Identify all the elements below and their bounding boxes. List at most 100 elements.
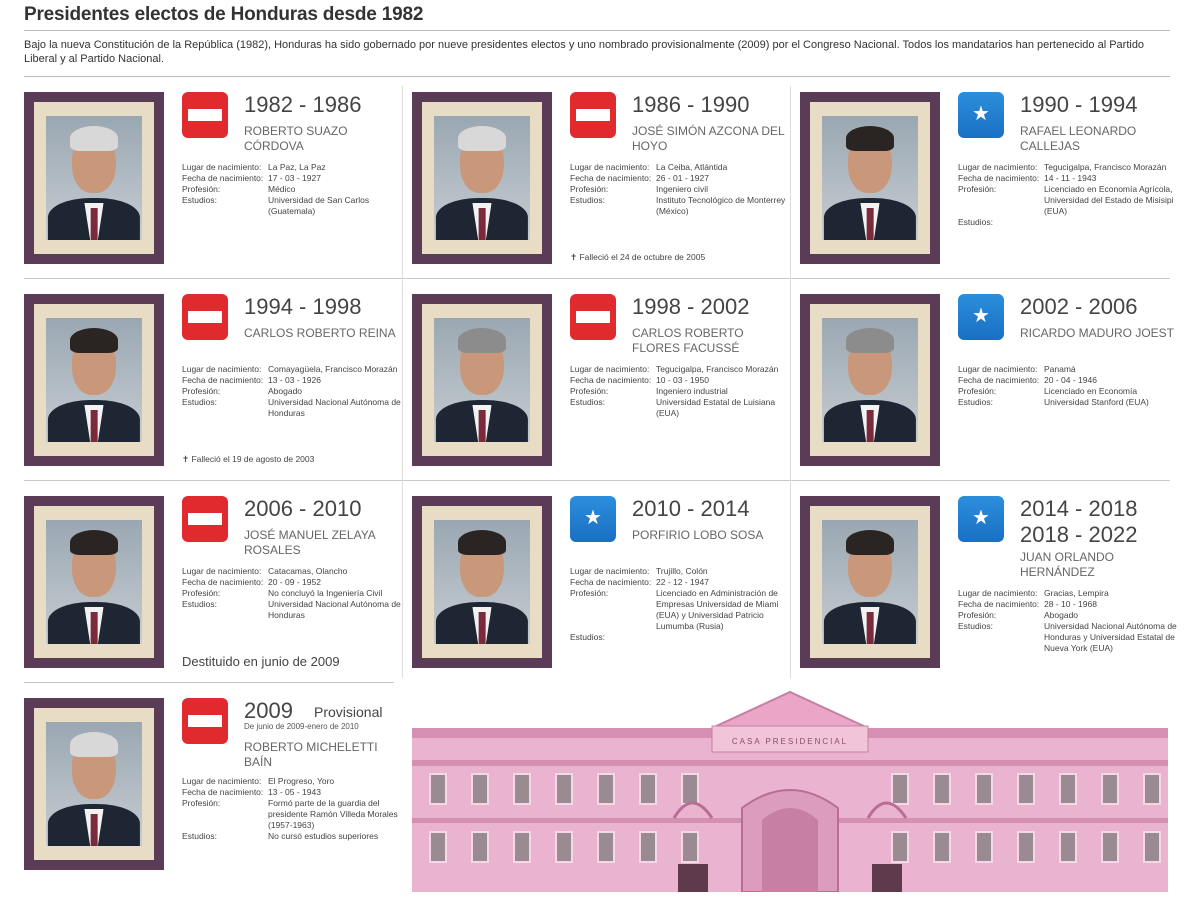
detail-value-studies: Instituto Tecnológico de Monterrey (Méxi…: [656, 195, 786, 216]
detail-label: Profesión:: [570, 386, 609, 396]
detail-value-studies: Universidad de San Carlos (Guatemala): [268, 195, 370, 216]
detail-label: Fecha de nacimiento:: [570, 375, 652, 385]
detail-value-birthplace: Comayagüela, Francisco Morazán: [268, 364, 398, 374]
president-card: 2006 - 2010 JOSÉ MANUEL ZELAYA ROSALES Lug…: [24, 496, 406, 688]
president-details: Lugar de nacimiento: Gracias, Lempira Fech…: [958, 588, 1182, 654]
partido-nacional-flag-icon: ★: [958, 294, 1004, 340]
president-portrait: [46, 116, 142, 240]
president-card: ★ 2014 - 2018 2018 - 2022 JUAN ORLANDO HERN…: [800, 496, 1182, 688]
detail-row: Profesión: Licenciado en Administración d…: [570, 588, 794, 632]
term-years: 1986 - 1990: [632, 92, 750, 117]
president-portrait: [46, 722, 142, 846]
detail-label: Fecha de nacimiento:: [958, 599, 1040, 609]
portrait-frame: [24, 294, 164, 466]
detail-row: Fecha de nacimiento: 26 - 01 - 1927: [570, 173, 794, 184]
provisional-period: De junio de 2009-enero de 2010: [244, 722, 359, 731]
detail-value-studies: [1044, 217, 1182, 228]
term-years: 1994 - 1998: [244, 294, 362, 319]
detail-value-birthdate: 20 - 09 - 1952: [268, 577, 321, 587]
term-years: 1990 - 1994: [1020, 92, 1138, 117]
president-note: ✝ Falleció el 24 de octubre de 2005: [570, 252, 706, 262]
detail-row: Profesión: Licenciado en Economía Agrícol…: [958, 184, 1182, 217]
detail-value-birthplace: Panamá: [1044, 364, 1076, 374]
building-window: [513, 773, 531, 805]
president-name: ROBERTO SUAZO CÓRDOVA: [244, 124, 348, 153]
detail-label: Estudios:: [958, 217, 993, 227]
detail-row: Fecha de nacimiento: 20 - 04 - 1946: [958, 375, 1182, 386]
detail-row: Profesión: Médico: [182, 184, 406, 195]
detail-label: Lugar de nacimiento:: [570, 364, 650, 374]
detail-value-studies: [656, 632, 794, 643]
detail-row: Profesión: Ingeniero industrial: [570, 386, 794, 397]
detail-value-birthplace: La Paz, La Paz: [268, 162, 326, 172]
detail-row: Lugar de nacimiento: Tegucigalpa, Francis…: [570, 364, 794, 375]
president-details: Lugar de nacimiento: Comayagüela, Francis…: [182, 364, 406, 419]
building-window: [1143, 773, 1161, 805]
president-name: CARLOS ROBERTO FLORES FACUSSÉ: [632, 326, 744, 355]
president-card: ★ 1990 - 1994 RAFAEL LEONARDO CALLEJAS Luga…: [800, 92, 1182, 284]
partido-nacional-flag-icon: ★: [958, 92, 1004, 138]
detail-row: Profesión: Licenciado en Economía: [958, 386, 1182, 397]
president-details: Lugar de nacimiento: La Ceiba, Atlántida F…: [570, 162, 794, 217]
term-years: 2009: [244, 698, 293, 723]
president-portrait: [46, 318, 142, 442]
detail-label: Profesión:: [182, 386, 221, 396]
detail-value-studies: Universidad Nacional Autónoma de Hondura…: [268, 599, 401, 620]
president-card: ★ 2002 - 2006 RICARDO MADURO JOEST Lugar de…: [800, 294, 1182, 486]
president-portrait: [822, 116, 918, 240]
president-name: RAFAEL LEONARDO CALLEJAS: [1020, 124, 1137, 153]
president-portrait: [46, 520, 142, 644]
detail-label: Fecha de nacimiento:: [958, 173, 1040, 183]
detail-row: Lugar de nacimiento: Panamá: [958, 364, 1182, 375]
detail-row: Fecha de nacimiento: 14 - 11 - 1943: [958, 173, 1182, 184]
detail-label: Fecha de nacimiento:: [182, 577, 264, 587]
portrait-frame: [24, 496, 164, 668]
building-window: [975, 831, 993, 863]
detail-label: Lugar de nacimiento:: [570, 566, 650, 576]
detail-value-birthdate: 28 - 10 - 1968: [1044, 599, 1097, 609]
intro-text: Bajo la nueva Constitución de la Repúbli…: [24, 39, 1145, 65]
detail-label: Profesión:: [570, 588, 609, 598]
detail-label: Profesión:: [182, 588, 221, 598]
building-window: [513, 831, 531, 863]
detail-label: Lugar de nacimiento:: [182, 566, 262, 576]
detail-value-studies: Universidad Nacional Autónoma de Hondura…: [1044, 621, 1177, 653]
building-window: [1143, 831, 1161, 863]
detail-row: Estudios:: [958, 217, 1182, 228]
president-note: ✝ Falleció el 19 de agosto de 2003: [182, 454, 315, 464]
building-window: [1101, 773, 1119, 805]
building-window: [681, 831, 699, 863]
detail-value-birthdate: 10 - 03 - 1950: [656, 375, 709, 385]
intro-divider: [24, 76, 1170, 77]
detail-label: Fecha de nacimiento:: [570, 577, 652, 587]
detail-value-birthdate: 20 - 04 - 1946: [1044, 375, 1097, 385]
detail-value-birthplace: La Ceiba, Atlántida: [656, 162, 728, 172]
president-name: JOSÉ MANUEL ZELAYA ROSALES: [244, 528, 376, 557]
president-name: RICARDO MADURO JOEST: [1020, 326, 1175, 340]
partido-liberal-flag-icon: [182, 294, 228, 340]
portrait-frame: [800, 496, 940, 668]
title-divider: [24, 30, 1170, 31]
president-details: Lugar de nacimiento: La Paz, La Paz Fecha …: [182, 162, 406, 217]
detail-value-birthdate: 22 - 12 - 1947: [656, 577, 709, 587]
building-window: [1017, 773, 1035, 805]
building-window: [597, 831, 615, 863]
casa-presidencial-illustration: CASA PRESIDENCIAL: [412, 690, 1168, 892]
detail-label: Estudios:: [570, 397, 605, 407]
row-divider: [24, 682, 394, 683]
portrait-frame: [24, 698, 164, 870]
detail-label: Profesión:: [958, 184, 997, 194]
president-details: Lugar de nacimiento: Trujillo, Colón Fecha…: [570, 566, 794, 643]
row-divider: [24, 278, 1170, 279]
president-card: 1986 - 1990 JOSÉ SIMÓN AZCONA DEL HOYO Lug…: [412, 92, 794, 284]
portrait-frame: [412, 92, 552, 264]
detail-value-profession: Médico: [268, 184, 296, 194]
building-window: [639, 773, 657, 805]
term-years: 2006 - 2010: [244, 496, 362, 521]
detail-value-birthdate: 17 - 03 - 1927: [268, 173, 321, 183]
detail-value-profession: Licenciado en Administración de Empresas…: [656, 588, 779, 631]
detail-row: Estudios: Instituto Tecnológico de Monter…: [570, 195, 794, 217]
detail-label: Fecha de nacimiento:: [182, 173, 264, 183]
detail-row: Estudios: Universidad Nacional Autónoma d…: [958, 621, 1182, 654]
portrait-frame: [24, 92, 164, 264]
